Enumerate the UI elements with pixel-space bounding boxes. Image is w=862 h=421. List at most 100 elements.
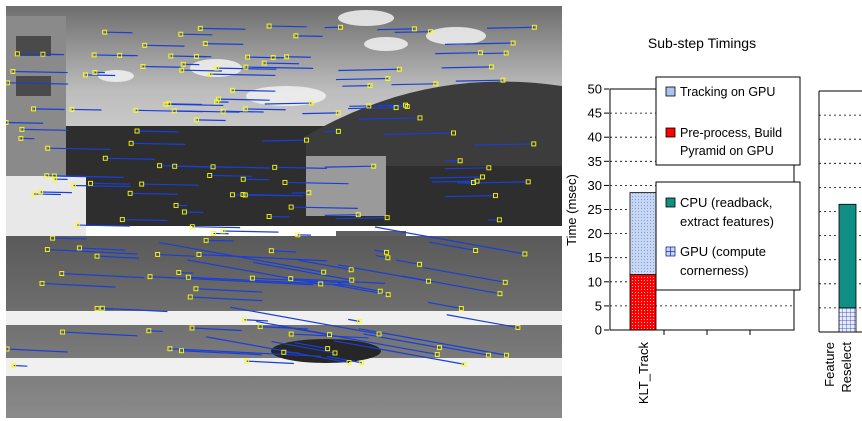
feature-point xyxy=(60,329,66,335)
feature-track xyxy=(394,31,431,34)
feature-track xyxy=(441,66,492,69)
feature-point xyxy=(282,179,288,185)
feature-track xyxy=(97,255,140,259)
y-tick-label: 30 xyxy=(588,178,602,193)
feature-track xyxy=(324,165,374,168)
feature-point xyxy=(179,67,185,73)
feature-track xyxy=(446,314,519,329)
feature-track xyxy=(188,276,348,286)
feature-track xyxy=(271,250,297,253)
feature-point xyxy=(117,52,123,58)
feature-track xyxy=(245,108,286,111)
feature-track xyxy=(384,132,454,135)
feature-track xyxy=(77,224,130,227)
chart-title: Sub-step Timings xyxy=(648,35,756,51)
feature-point xyxy=(356,318,362,324)
y-tick-label: 50 xyxy=(588,82,602,97)
feature-point xyxy=(178,31,184,37)
feature-track xyxy=(141,183,199,186)
feature-point xyxy=(377,288,383,294)
feature-point xyxy=(214,65,220,71)
y-tick-label: 35 xyxy=(588,154,602,169)
feature-point xyxy=(242,106,248,112)
y-tick-label: 40 xyxy=(588,130,602,145)
bar-segment xyxy=(838,203,857,309)
feature-point xyxy=(515,325,521,330)
feature-point xyxy=(71,183,77,188)
y-tick-label: 45 xyxy=(588,106,602,121)
building-window xyxy=(16,76,51,96)
feature-track xyxy=(192,226,241,229)
feature-track xyxy=(79,247,126,251)
feature-track xyxy=(271,340,336,354)
feature-point xyxy=(242,192,248,198)
feature-track xyxy=(181,350,262,356)
feature-point xyxy=(146,328,152,334)
feature-track xyxy=(12,70,68,74)
feature-track xyxy=(191,327,242,332)
feature-point xyxy=(44,173,50,179)
feature-track xyxy=(52,237,87,240)
feature-track xyxy=(232,89,276,92)
feature-point xyxy=(128,140,134,146)
bar-segment xyxy=(629,274,657,331)
feature-point xyxy=(196,252,202,257)
feature-point xyxy=(207,172,213,178)
feature-track xyxy=(486,26,535,29)
feature-point xyxy=(91,52,97,58)
feature-point xyxy=(417,115,423,121)
feature-point xyxy=(346,360,352,366)
feature-point xyxy=(18,135,24,141)
feature-track xyxy=(169,348,322,357)
feature-point xyxy=(74,222,80,228)
feature-point xyxy=(40,51,46,57)
feature-point xyxy=(133,107,139,113)
feature-track xyxy=(73,184,132,188)
feature-point xyxy=(383,249,389,255)
feature-track xyxy=(441,346,489,356)
feature-point xyxy=(385,76,391,81)
feature-track xyxy=(85,74,116,77)
feature-point xyxy=(493,193,498,199)
feature-track xyxy=(298,259,352,271)
feature-track xyxy=(427,301,462,310)
feature-track xyxy=(33,108,65,111)
feature-track xyxy=(335,77,388,81)
feature-track xyxy=(230,306,380,335)
feature-point xyxy=(349,277,355,283)
feature-point xyxy=(525,179,531,185)
feature-point xyxy=(270,55,276,60)
feature-point xyxy=(371,163,377,169)
feature-track xyxy=(274,166,327,169)
feature-track xyxy=(6,348,68,353)
feature-track xyxy=(190,296,263,302)
feature-point xyxy=(82,72,88,78)
feature-point xyxy=(76,245,82,251)
feature-point xyxy=(308,100,314,106)
feature-track xyxy=(222,230,279,233)
feature-track xyxy=(291,333,369,339)
feature-point xyxy=(88,180,93,186)
feature-track xyxy=(46,175,116,178)
feature-point xyxy=(504,352,509,358)
feature-track xyxy=(295,35,323,37)
feature-point xyxy=(496,217,502,223)
feature-track xyxy=(333,340,465,365)
feature-point xyxy=(335,128,341,134)
feature-point xyxy=(327,332,333,338)
feature-point xyxy=(229,87,235,93)
feature-point xyxy=(304,137,309,143)
feature-point xyxy=(376,331,382,337)
feature-point xyxy=(434,351,440,357)
feature-track xyxy=(243,178,270,181)
feature-point xyxy=(318,281,324,287)
feature-point xyxy=(102,29,108,35)
y-tick-label: 0 xyxy=(595,323,602,338)
feature-point xyxy=(19,126,25,132)
feature-point xyxy=(411,26,417,32)
feature-point xyxy=(173,202,179,208)
feature-point xyxy=(193,117,199,123)
lane-stripe-far xyxy=(6,311,562,325)
feature-track xyxy=(324,214,359,216)
feature-point xyxy=(185,274,191,280)
